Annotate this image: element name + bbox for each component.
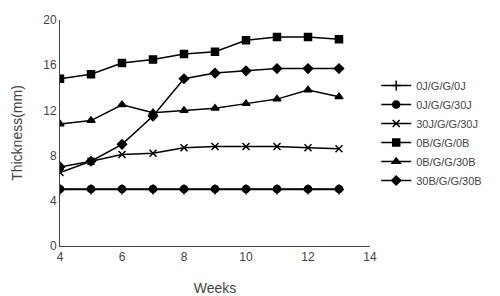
svg-text:10: 10 <box>239 250 253 264</box>
svg-text:4: 4 <box>50 194 57 208</box>
svg-text:16: 16 <box>43 58 57 72</box>
svg-text:6: 6 <box>119 250 126 264</box>
svg-text:0J/G/G/0J: 0J/G/G/0J <box>416 80 466 92</box>
svg-text:4: 4 <box>57 250 64 264</box>
svg-text:20: 20 <box>43 13 57 27</box>
svg-text:0B/G/G/30B: 0B/G/G/30B <box>416 156 475 168</box>
svg-text:Weeks: Weeks <box>194 280 237 296</box>
svg-text:14: 14 <box>363 250 377 264</box>
svg-text:0B/G/G/0B: 0B/G/G/0B <box>416 137 469 149</box>
svg-text:0: 0 <box>50 239 57 253</box>
svg-text:Thickness(mm): Thickness(mm) <box>9 85 25 181</box>
svg-text:0J/G/G/30J: 0J/G/G/30J <box>416 99 472 111</box>
svg-text:12: 12 <box>43 104 57 118</box>
svg-text:30B/G/G/30B: 30B/G/G/30B <box>416 175 481 187</box>
svg-text:12: 12 <box>301 250 315 264</box>
svg-text:8: 8 <box>181 250 188 264</box>
svg-text:30J/G/G/30J: 30J/G/G/30J <box>416 118 478 130</box>
svg-text:8: 8 <box>50 149 57 163</box>
